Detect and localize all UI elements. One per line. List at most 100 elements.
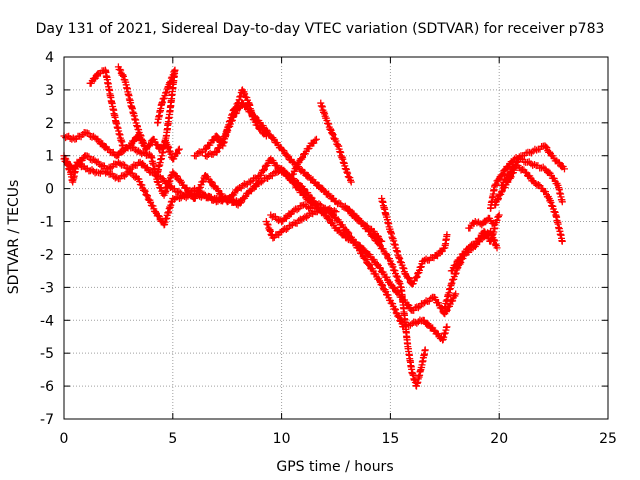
data-point-run bbox=[503, 157, 517, 171]
data-point-run bbox=[404, 345, 416, 376]
data-point-run bbox=[387, 299, 400, 317]
data-point-run bbox=[296, 144, 313, 164]
data-point-run bbox=[301, 168, 317, 184]
y-axis-label: SDTVAR / TECUs bbox=[6, 180, 22, 295]
data-point-run bbox=[94, 135, 110, 152]
data-point-run bbox=[555, 159, 567, 171]
data-point bbox=[347, 178, 355, 186]
data-point bbox=[299, 214, 307, 222]
x-tick-label: 15 bbox=[381, 431, 399, 447]
series-track-11 bbox=[278, 135, 320, 183]
data-point-run bbox=[542, 167, 554, 177]
data-point-run bbox=[75, 158, 88, 171]
data-point-run bbox=[236, 180, 251, 192]
data-point-run bbox=[492, 176, 502, 188]
data-point-run bbox=[366, 251, 382, 269]
y-tick-label: 4 bbox=[45, 50, 54, 66]
data-point bbox=[421, 346, 429, 354]
data-point-run bbox=[135, 175, 150, 199]
series-track-8 bbox=[201, 99, 429, 390]
series-track-19 bbox=[497, 155, 566, 206]
data-point bbox=[212, 148, 220, 156]
data-point-run bbox=[149, 169, 164, 181]
y-tick-label: -7 bbox=[40, 412, 54, 428]
data-point-run bbox=[105, 170, 121, 182]
data-point-run bbox=[387, 260, 405, 291]
data-point-run bbox=[301, 191, 317, 208]
data-point-run bbox=[548, 174, 561, 188]
data-point-run bbox=[311, 179, 328, 194]
data-point-run bbox=[127, 169, 140, 181]
data-point-run bbox=[159, 175, 176, 191]
x-axis-label: GPS time / hours bbox=[276, 459, 393, 475]
data-point-run bbox=[492, 213, 502, 227]
data-point-run bbox=[301, 209, 317, 221]
y-tick-label: -4 bbox=[40, 313, 54, 329]
data-point-run bbox=[290, 179, 306, 197]
data-point-run bbox=[322, 114, 335, 134]
data-point-run bbox=[102, 67, 115, 106]
data-point-run bbox=[398, 286, 412, 348]
data-point-run bbox=[263, 220, 276, 239]
data-point-run bbox=[279, 146, 295, 164]
data-point-run bbox=[441, 282, 455, 311]
data-point-run bbox=[376, 279, 394, 304]
data-point-run bbox=[473, 218, 484, 228]
series-track-21 bbox=[125, 132, 183, 163]
data-point bbox=[493, 244, 501, 252]
data-point bbox=[386, 280, 394, 288]
x-tick-label: 25 bbox=[599, 431, 617, 447]
data-point bbox=[419, 300, 427, 308]
data-point-run bbox=[163, 141, 176, 161]
x-tick-label: 5 bbox=[168, 431, 177, 447]
data-point-run bbox=[362, 221, 375, 234]
data-point-run bbox=[552, 212, 566, 245]
data-point bbox=[560, 165, 568, 173]
data-point bbox=[119, 142, 127, 150]
data-point bbox=[308, 204, 316, 212]
data-point-run bbox=[69, 161, 81, 184]
data-point bbox=[491, 181, 499, 189]
data-point-run bbox=[328, 130, 341, 148]
data-point-run bbox=[268, 213, 284, 225]
data-point-run bbox=[335, 142, 350, 173]
data-point-run bbox=[413, 257, 426, 281]
data-point-run bbox=[279, 210, 295, 225]
data-point-run bbox=[487, 230, 500, 250]
series-track-15 bbox=[441, 227, 501, 311]
data-point-run bbox=[154, 101, 166, 126]
data-point bbox=[378, 237, 386, 245]
data-point-run bbox=[542, 143, 554, 158]
data-point-run bbox=[138, 148, 153, 159]
data-point-run bbox=[171, 191, 197, 203]
data-point bbox=[201, 152, 209, 160]
data-point-run bbox=[376, 264, 393, 286]
data-point-run bbox=[95, 167, 110, 177]
data-point-run bbox=[108, 100, 120, 125]
data-point-run bbox=[83, 152, 99, 165]
data-point-run bbox=[534, 162, 547, 172]
axis-ticks bbox=[63, 56, 609, 420]
data-point-run bbox=[409, 274, 419, 288]
data-point-run bbox=[540, 187, 552, 201]
data-point-run bbox=[279, 167, 293, 181]
data-point bbox=[175, 145, 183, 153]
data-point bbox=[497, 188, 505, 196]
y-tick-label: 0 bbox=[45, 182, 54, 198]
data-point-run bbox=[353, 215, 367, 228]
data-point-run bbox=[549, 152, 561, 165]
plot-frame bbox=[63, 56, 609, 420]
data-point-run bbox=[83, 129, 99, 142]
tick-labels: 0 5 10 15 20 25 -7 -6 -5 -4 -3 -2 -1 0 1 2 3 4 bbox=[40, 50, 617, 447]
data-point-run bbox=[105, 160, 121, 172]
data-point-run bbox=[270, 228, 284, 241]
data-point bbox=[443, 231, 451, 239]
data-point-run bbox=[152, 209, 167, 227]
data-point-run bbox=[514, 162, 528, 174]
data-point-run bbox=[344, 169, 354, 184]
series-track-20 bbox=[343, 204, 386, 245]
data-point bbox=[506, 168, 514, 176]
series-track-13 bbox=[378, 195, 451, 288]
data-point bbox=[343, 234, 351, 242]
